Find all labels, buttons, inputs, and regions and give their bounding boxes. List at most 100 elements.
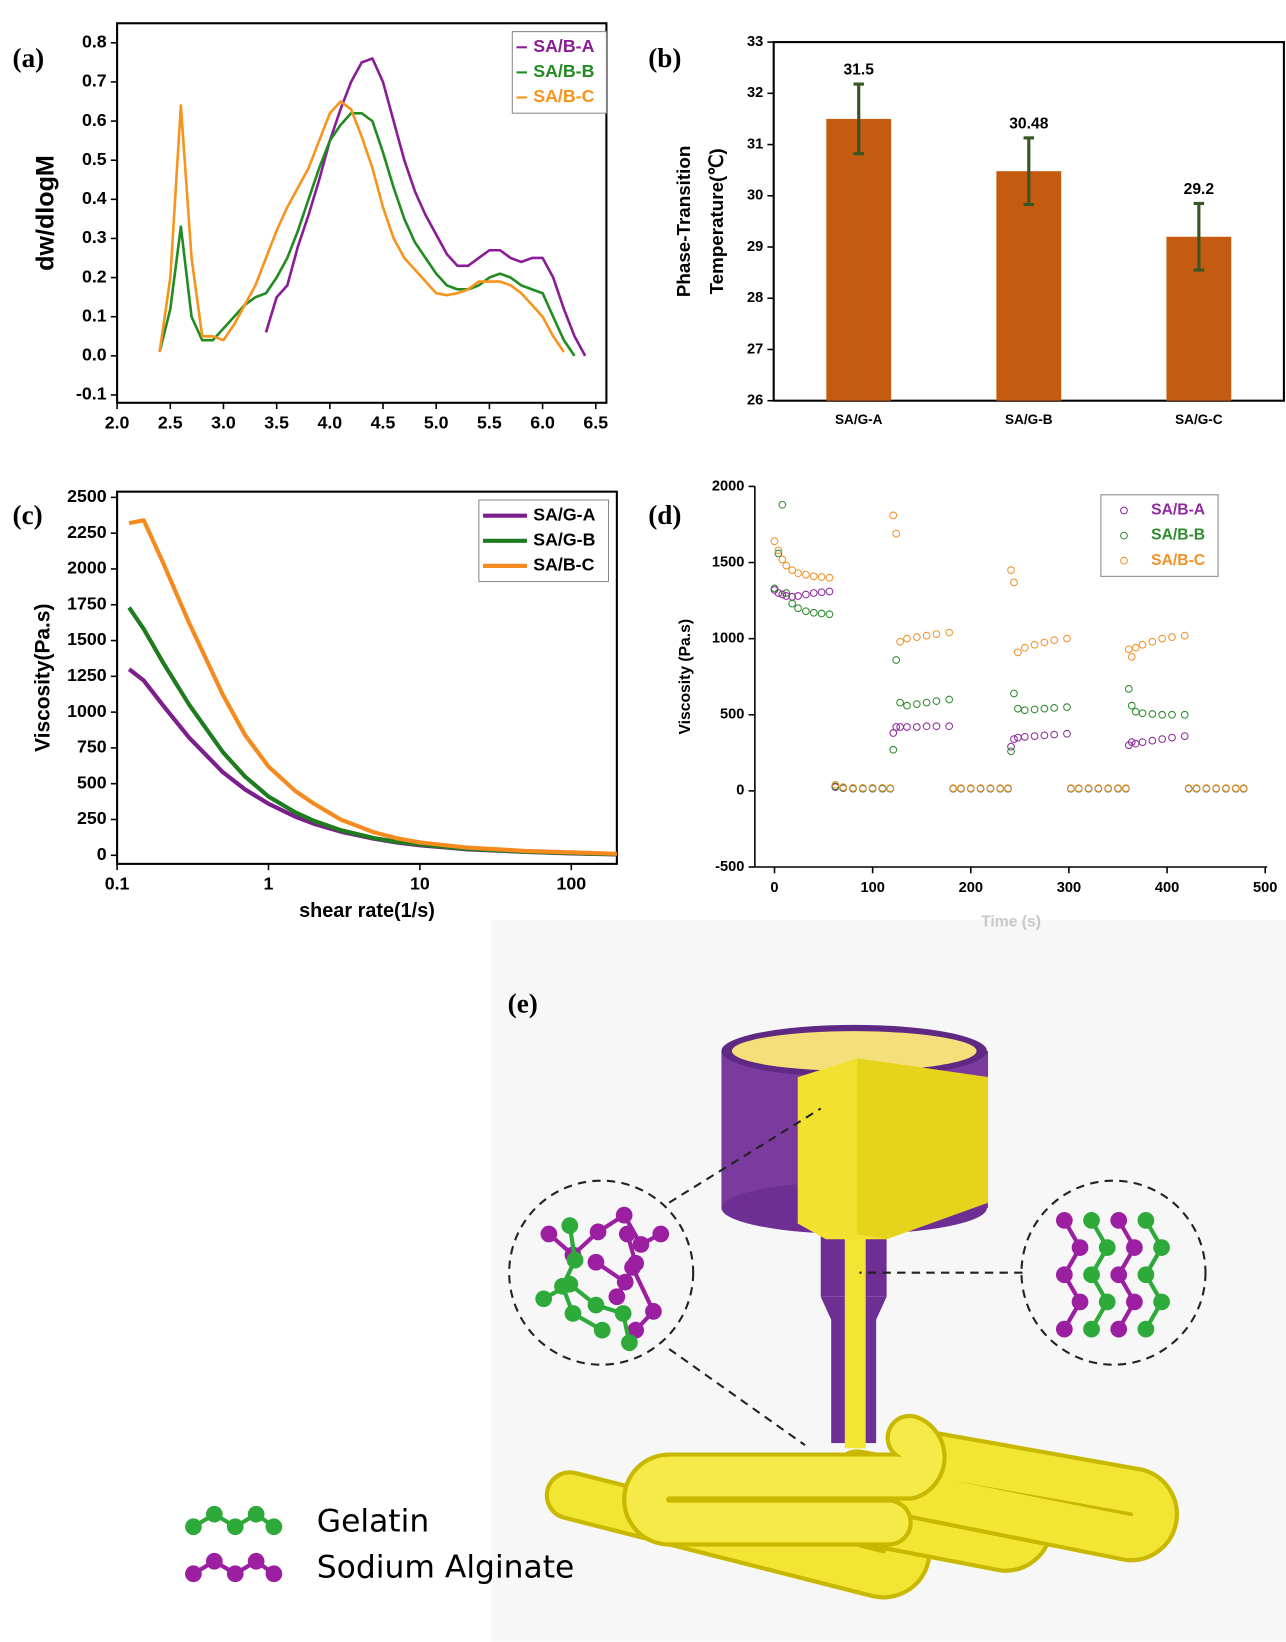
data-point xyxy=(1007,747,1015,756)
x-tick-label: 300 xyxy=(1057,880,1081,896)
data-point xyxy=(1127,653,1136,661)
data-point xyxy=(817,588,826,597)
data-point xyxy=(1168,733,1176,742)
data-point xyxy=(1202,784,1211,793)
data-point xyxy=(1180,631,1189,640)
atom xyxy=(1126,1239,1143,1256)
atom xyxy=(1055,1212,1073,1229)
data-point xyxy=(932,697,941,705)
data-point xyxy=(1074,784,1083,793)
zoom-callouts xyxy=(508,1107,1207,1447)
x-tick-label: SA/G-B xyxy=(1005,412,1053,427)
data-point xyxy=(996,784,1005,793)
atom xyxy=(618,1225,636,1243)
atom xyxy=(627,1254,645,1272)
data-point xyxy=(922,631,931,640)
atom xyxy=(561,1275,579,1293)
data-point xyxy=(774,589,783,597)
data-point xyxy=(1007,566,1015,575)
legend-marker xyxy=(1120,531,1128,540)
data-point xyxy=(889,729,898,737)
atom xyxy=(1153,1239,1170,1256)
y-tick-label: 2250 xyxy=(67,522,107,542)
atom xyxy=(1137,1320,1155,1338)
legend-label: Sodium Alginate xyxy=(317,1550,575,1586)
tube xyxy=(846,1432,1175,1559)
atom xyxy=(1055,1266,1073,1284)
atom xyxy=(589,1223,607,1241)
data-point xyxy=(778,555,787,564)
data-point xyxy=(1040,731,1049,740)
data-point xyxy=(949,784,957,793)
y-tick-label: 28 xyxy=(747,290,763,306)
data-point xyxy=(825,573,834,582)
bar xyxy=(996,171,1062,401)
data-point xyxy=(1014,648,1022,657)
data-point xyxy=(794,592,802,600)
x-tick-label: 3.5 xyxy=(264,412,289,432)
callout-line xyxy=(668,1107,822,1204)
atom xyxy=(1071,1239,1089,1256)
data-point xyxy=(1121,784,1130,793)
x-tick-label: 6.0 xyxy=(530,412,555,432)
data-point xyxy=(1222,784,1230,793)
data-label: 30.48 xyxy=(1009,115,1049,132)
y-tick-label: 27 xyxy=(747,341,763,357)
tube xyxy=(626,1417,943,1543)
data-point xyxy=(1231,784,1240,793)
legend-label: SA/B-B xyxy=(533,61,594,81)
data-point xyxy=(1158,634,1167,643)
atom xyxy=(1110,1212,1128,1229)
y-tick-label: 750 xyxy=(77,737,107,757)
atom xyxy=(1098,1239,1116,1256)
data-point xyxy=(1050,636,1059,645)
data-point xyxy=(868,783,877,792)
atom xyxy=(593,1321,611,1339)
data-point xyxy=(1010,578,1018,587)
data-point xyxy=(945,695,954,704)
y-tick-label: 0 xyxy=(736,783,744,799)
data-point xyxy=(889,745,898,754)
atom xyxy=(632,1236,650,1253)
data-point xyxy=(1148,637,1157,646)
data-point xyxy=(912,633,921,642)
data-point xyxy=(1050,730,1059,739)
atom xyxy=(561,1217,579,1234)
data-point xyxy=(1104,784,1113,793)
y-tick-label: 1000 xyxy=(67,701,107,721)
data-point xyxy=(912,700,921,708)
data-point xyxy=(794,604,802,613)
data-point xyxy=(1030,705,1039,714)
x-tick-label: 400 xyxy=(1155,880,1179,896)
y-tick-label: 0.1 xyxy=(82,305,107,325)
y-tick-label: 500 xyxy=(77,772,107,792)
data-point xyxy=(770,584,779,593)
atom xyxy=(226,1565,244,1583)
data-point xyxy=(817,573,826,581)
data-point xyxy=(932,722,941,731)
nozzle-core xyxy=(844,1233,866,1449)
data-point xyxy=(1127,738,1136,747)
atom xyxy=(1137,1212,1155,1229)
atom xyxy=(1137,1266,1155,1284)
legend-label: SA/B-C xyxy=(1151,552,1205,569)
data-point xyxy=(778,590,787,599)
y-tick-label: 30 xyxy=(747,188,763,204)
y-tick-label: 2000 xyxy=(712,478,745,494)
data-point xyxy=(1158,735,1167,743)
data-point xyxy=(945,628,954,637)
data-point xyxy=(802,590,810,599)
atom xyxy=(265,1518,283,1536)
y-axis-label: Viscosity(Pa.s) xyxy=(31,604,54,752)
x-tick-label: 0 xyxy=(770,880,778,896)
atom xyxy=(226,1518,244,1536)
atom xyxy=(621,1334,638,1352)
atom xyxy=(247,1505,265,1523)
atom xyxy=(587,1296,605,1314)
y-axis-label: Phase-Transition xyxy=(673,146,694,297)
y-tick-label: -500 xyxy=(715,859,744,875)
data-point xyxy=(922,698,931,707)
data-point xyxy=(782,589,791,597)
data-point xyxy=(774,546,783,555)
x-tick-label: 200 xyxy=(959,880,983,896)
